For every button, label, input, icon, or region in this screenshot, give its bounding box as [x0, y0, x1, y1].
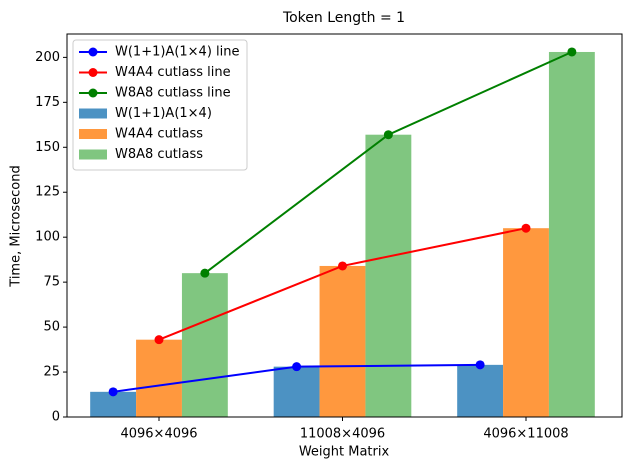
- legend-label: W(1+1)A(1×4) line: [115, 45, 240, 60]
- bar: [548, 51, 595, 417]
- marker: [475, 360, 485, 370]
- bar: [503, 228, 549, 417]
- legend-swatch: [79, 149, 107, 160]
- y-tick-label: 0: [52, 410, 60, 425]
- legend-box: [72, 39, 248, 171]
- y-axis-label: Time, Microsecond: [9, 165, 24, 287]
- marker: [521, 223, 531, 233]
- bar: [136, 339, 182, 417]
- marker: [200, 268, 210, 278]
- marker: [338, 261, 347, 271]
- y-tick-label: 25: [43, 365, 60, 380]
- y-tick-label: 125: [35, 185, 60, 200]
- legend-label: W4A4 cutlass: [115, 127, 203, 142]
- marker: [108, 387, 118, 397]
- marker: [383, 130, 393, 140]
- legend: W(1+1)A(1×4) line W4A4 cutlass line W8A8 c…: [72, 39, 248, 171]
- y-tick-label: 50: [43, 320, 60, 335]
- marker: [567, 47, 577, 57]
- bar: [457, 364, 504, 417]
- legend-marker: [88, 88, 98, 98]
- x-axis-label: Weight Matrix: [299, 445, 390, 460]
- x-tick-label: 4096×4096: [120, 427, 197, 442]
- legend-label: W(1+1)A(1×4): [115, 106, 212, 121]
- y-tick-label: 200: [35, 50, 60, 65]
- chart-title: Token Length = 1: [282, 10, 405, 26]
- marker: [154, 335, 164, 345]
- marker: [292, 362, 302, 372]
- legend-marker: [88, 68, 98, 77]
- plot-frame: [66, 33, 623, 418]
- x-tick-label: 11008×4096: [300, 427, 385, 442]
- legend-label: W8A8 cutlass line: [115, 86, 231, 101]
- legend-swatch: [79, 129, 107, 139]
- legend-label: W8A8 cutlass: [115, 147, 203, 162]
- legend-swatch: [79, 108, 107, 119]
- bar: [181, 273, 228, 417]
- legend-marker: [88, 47, 98, 57]
- y-tick-label: 100: [35, 230, 60, 245]
- bar: [273, 366, 320, 417]
- y-tick-label: 175: [35, 95, 60, 110]
- legend-label: W4A4 cutlass line: [115, 65, 231, 80]
- bar: [319, 265, 366, 417]
- bar: [365, 134, 412, 418]
- y-tick-label: 75: [43, 275, 60, 290]
- x-tick-label: 4096×11008: [483, 427, 568, 442]
- y-tick-label: 150: [35, 140, 60, 155]
